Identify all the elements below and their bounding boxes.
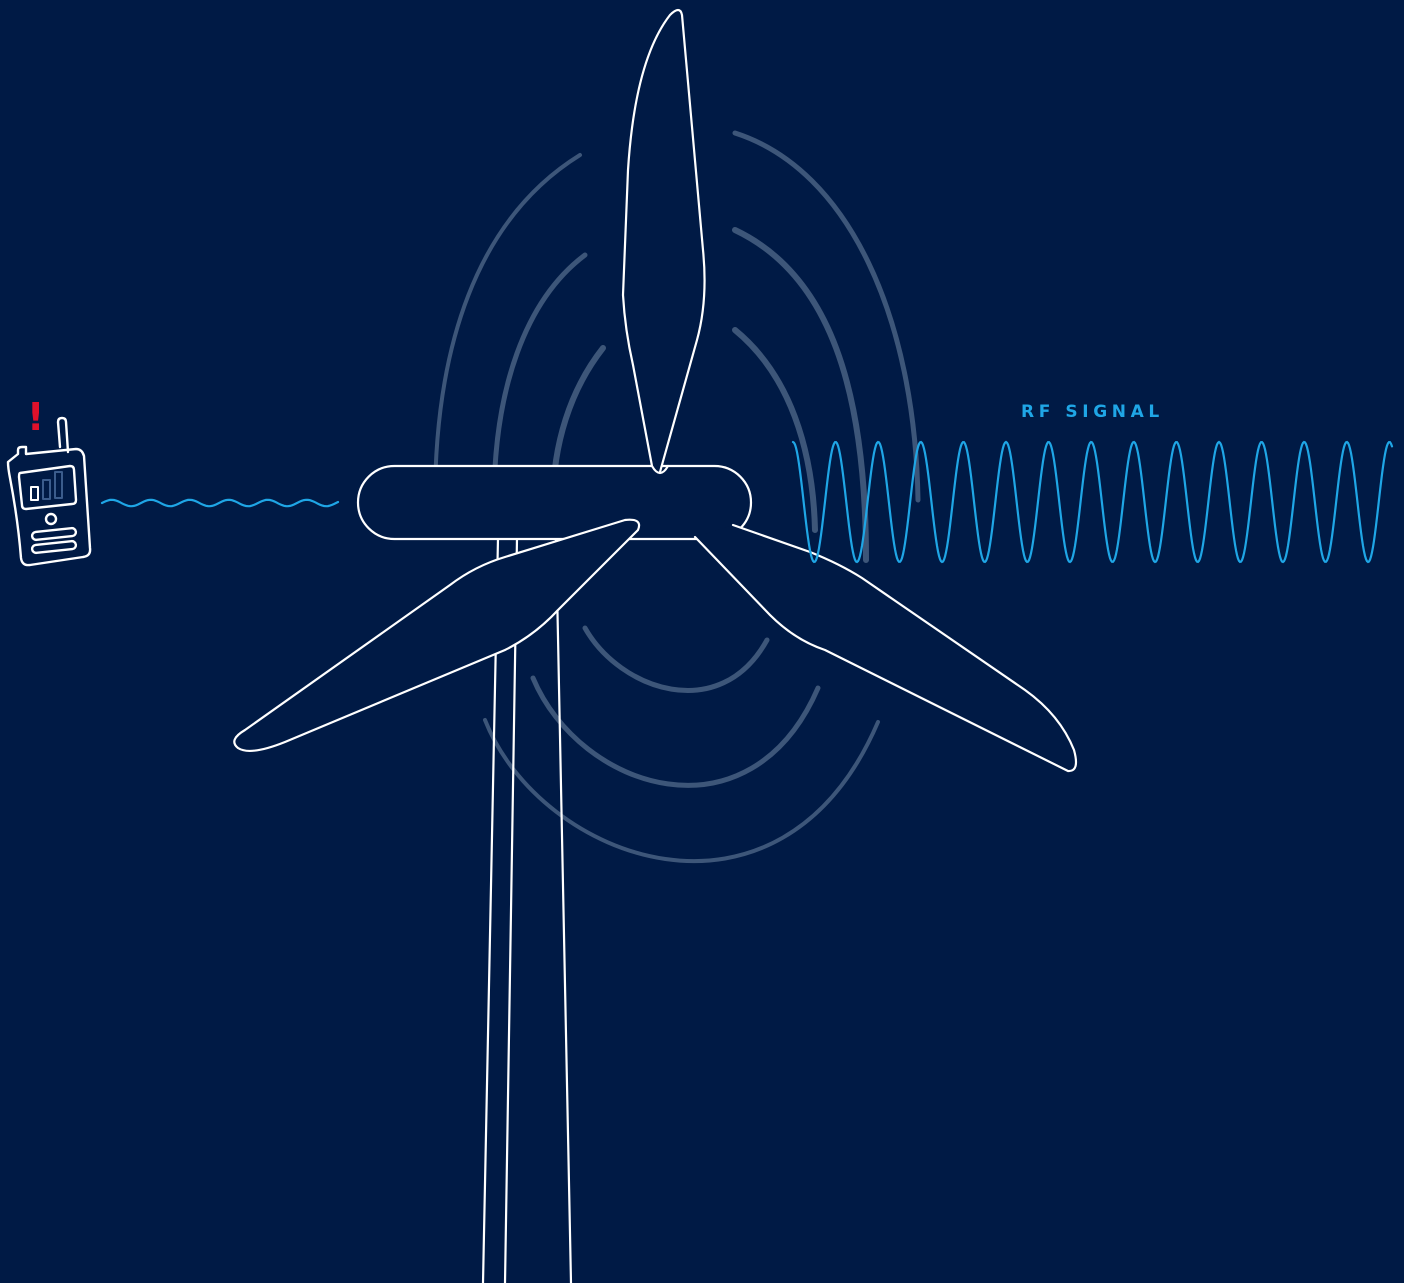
interference-arc-bottom-inner (582, 625, 770, 693)
handheld-radio-icon (6, 416, 92, 567)
turbine-blade-right (693, 523, 1078, 773)
radio-signal-bars (30, 471, 63, 501)
interference-arc-bottom-middle (530, 675, 821, 788)
interference-arc-bottom-outer (483, 718, 880, 863)
radio-body (6, 445, 92, 567)
radio-bar-3 (54, 471, 63, 499)
turbine-blade-left (233, 518, 641, 753)
turbine-tower-inner-line (503, 536, 519, 1283)
radio-antenna (56, 416, 70, 454)
interference-arc-left-outer (433, 153, 582, 504)
radio-signal-wave (100, 498, 340, 508)
rf-signal-wave (791, 440, 1394, 564)
radio-speaker-bottom (30, 539, 78, 555)
radio-speaker-top (30, 526, 78, 542)
interference-arc-right-middle (732, 227, 869, 563)
interference-arc-right-inner (732, 327, 818, 533)
interference-arc-left-middle (491, 252, 588, 505)
wind-turbine-icon (233, 8, 1078, 1283)
alert-icon: ! (27, 395, 45, 439)
radio-screen (17, 464, 78, 511)
turbine-blade-top (621, 8, 706, 475)
turbine-nacelle (356, 464, 753, 541)
interference-arc-right-outer (732, 130, 921, 503)
radio-bar-1 (30, 486, 39, 501)
turbine-tower (481, 536, 573, 1283)
rf-signal-label: RF SIGNAL (1021, 402, 1164, 422)
radio-bar-2 (42, 479, 51, 500)
radio-button (44, 512, 58, 526)
